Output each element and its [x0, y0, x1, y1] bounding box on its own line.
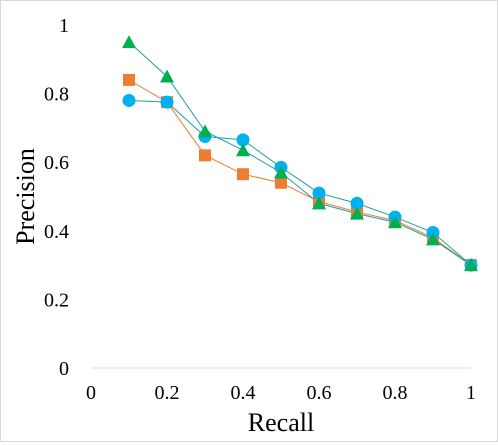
series-2-circle-marker — [122, 93, 136, 107]
series-3-triangle-marker — [274, 165, 288, 179]
series-3-triangle-marker — [312, 196, 326, 210]
series-2-circle-marker — [312, 186, 326, 200]
y-axis-title: Precision — [11, 148, 40, 245]
y-tick-label: 1 — [59, 15, 69, 37]
series-lines — [128, 41, 472, 266]
series-2-circle-marker — [350, 196, 364, 210]
series-3-triangle-marker — [160, 69, 174, 83]
series-3-triangle-marker — [236, 143, 250, 157]
x-tick-label: 0.6 — [307, 382, 332, 404]
series-1-line — [128, 79, 472, 266]
series-3-triangle-marker — [426, 232, 440, 246]
series-1-square-marker — [275, 176, 287, 189]
series-1-square-marker — [199, 149, 211, 162]
series-3-triangle-marker — [122, 35, 136, 49]
x-tick-label: 1 — [466, 382, 476, 404]
x-tick-label: 0 — [86, 382, 96, 404]
y-tick-labels: 0 0.2 0.4 0.6 0.8 1 — [44, 15, 69, 380]
series-markers — [122, 35, 478, 272]
series-2-line — [128, 99, 472, 266]
x-tick-labels: 0 0.2 0.4 0.6 0.8 1 — [86, 382, 476, 404]
y-tick-label: 0.6 — [44, 152, 69, 174]
series-3-triangle-marker — [388, 215, 402, 229]
series-2-circle-marker — [236, 133, 250, 147]
x-tick-label: 0.2 — [155, 382, 180, 404]
series-3-line — [128, 41, 472, 266]
x-tick-label: 0.4 — [231, 382, 256, 404]
series-1-square-marker — [237, 168, 249, 181]
y-tick-label: 0 — [59, 358, 69, 380]
series-3-triangle-marker — [198, 124, 212, 138]
series-3-triangle-marker — [350, 206, 364, 220]
y-tick-label: 0.2 — [44, 289, 69, 311]
series-1-square-marker — [123, 73, 135, 86]
series-2-circle-marker — [160, 95, 174, 109]
y-tick-label: 0.8 — [44, 84, 69, 106]
x-axis-title: Recall — [248, 408, 314, 437]
series-3-triangle-marker — [464, 258, 478, 272]
x-tick-label: 0.8 — [383, 382, 408, 404]
y-tick-label: 0.4 — [44, 221, 69, 243]
